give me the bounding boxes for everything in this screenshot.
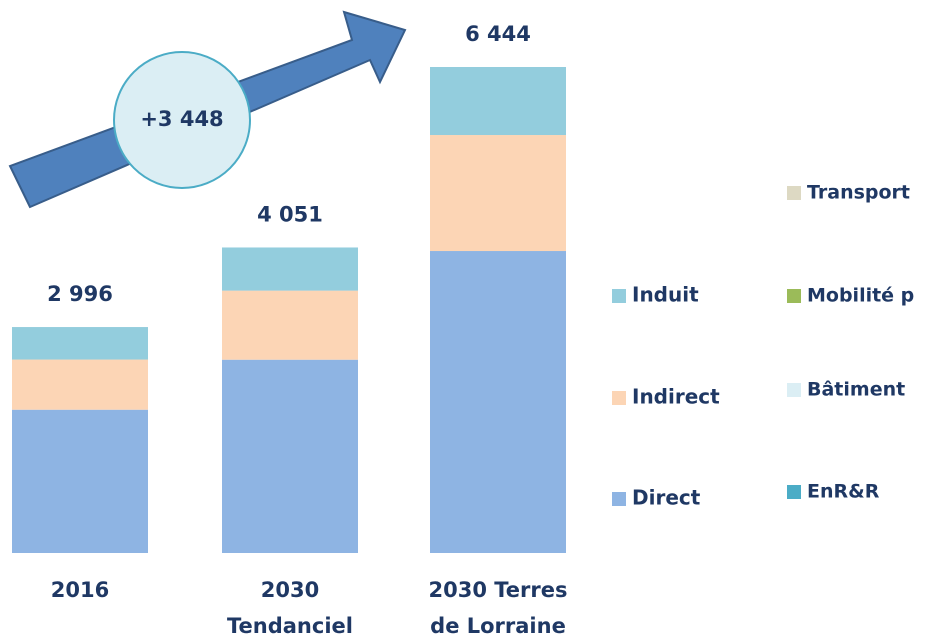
legend-swatch: [787, 485, 801, 499]
bar-segment: [12, 327, 148, 360]
bar-segment: [12, 359, 148, 410]
legend-swatch: [787, 186, 801, 200]
legend-swatch: [612, 492, 626, 506]
bar-segment: [12, 409, 148, 553]
bar-segment: [222, 359, 358, 553]
bar-segment: [430, 251, 566, 553]
legend-swatch: [787, 383, 801, 397]
x-tick-label: 2030 Terres de Lorraine: [428, 578, 568, 638]
bar-segment: [222, 290, 358, 360]
legend-label: Indirect: [632, 385, 720, 409]
bar-segment: [430, 67, 566, 136]
bar-segment: [222, 247, 358, 291]
legend-label: Induit: [632, 283, 699, 307]
legend-label: Bâtiment: [807, 379, 905, 401]
legend-swatch: [612, 391, 626, 405]
total-label: 4 051: [257, 202, 323, 226]
legend-label: EnR&R: [807, 481, 880, 503]
total-label: 6 444: [465, 22, 531, 46]
legend-label: Transport: [807, 182, 910, 204]
annotation-circle: [113, 51, 251, 189]
legend-swatch: [787, 289, 801, 303]
annotation: +3 448: [140, 107, 223, 131]
x-tick-label: 2016: [50, 578, 110, 602]
legend-label: Direct: [632, 486, 701, 510]
legend-label: Mobilité p: [807, 285, 914, 307]
bar-segment: [430, 135, 566, 252]
total-label: 2 996: [47, 282, 113, 306]
legend-swatch: [612, 289, 626, 303]
x-tick-label: 2030 Tendanciel: [227, 578, 353, 638]
